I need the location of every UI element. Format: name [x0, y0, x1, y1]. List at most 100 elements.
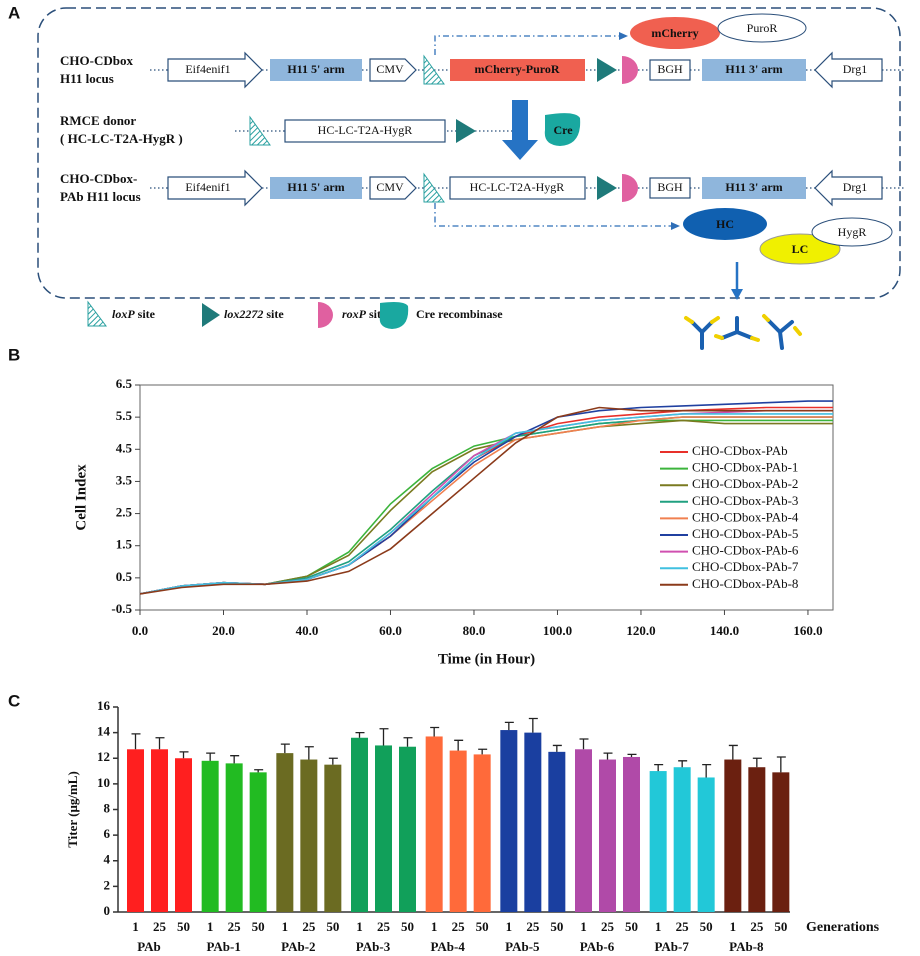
error-bar [776, 756, 786, 773]
legend-label: CHO-CDbox-PAb-4 [692, 509, 799, 524]
bar [127, 749, 144, 912]
cell-outline [37, 7, 901, 299]
x-tick-label: 50 [625, 919, 638, 934]
y-tick-label: 0.5 [116, 569, 133, 584]
x-tick-label: 80.0 [463, 623, 486, 638]
error-bar [328, 757, 338, 765]
gene-arrow [814, 51, 883, 89]
bar [300, 759, 318, 912]
row-label: CHO-CDbox [60, 53, 133, 68]
error-bar [504, 721, 514, 731]
x-tick-label: 1 [580, 919, 587, 934]
x-tick-label: 25 [676, 919, 690, 934]
error-bar [430, 726, 440, 737]
arm-label: H11 5' arm [287, 180, 344, 194]
protein-label: HygR [838, 225, 867, 239]
bar [772, 772, 790, 912]
bar [697, 777, 715, 912]
bar [748, 767, 766, 912]
legend-label: lox2272 site [224, 307, 284, 321]
cassette [449, 176, 586, 200]
error-bar [206, 752, 216, 761]
polya-label: BGH [657, 180, 683, 194]
expression-arrow [434, 35, 620, 55]
bar [623, 756, 640, 912]
arm-label: H11 3' arm [725, 62, 782, 76]
loxp-site [423, 54, 445, 85]
lox2272-site [456, 119, 476, 143]
x-tick-label: 160.0 [793, 623, 822, 638]
y-tick-label: 0 [104, 903, 111, 918]
x-tick-label: 1 [655, 919, 662, 934]
arrow-head [619, 32, 628, 40]
error-bar [379, 728, 389, 746]
group-label: PAb-1 [206, 939, 240, 954]
lox2272-site [597, 176, 617, 200]
row-label: RMCE donor [60, 113, 136, 128]
group-label: PAb [137, 939, 161, 954]
legend-label: CHO-CDbox-PAb-3 [692, 493, 798, 508]
y-tick-label: 10 [97, 775, 110, 790]
x-tick-label: 1 [730, 919, 737, 934]
bar [649, 771, 667, 912]
legend-label: CHO-CDbox-PAb-2 [692, 476, 798, 491]
promoter-label: CMV [376, 62, 404, 76]
lox2272-site [597, 58, 617, 82]
y-tick-label: 6 [104, 826, 111, 841]
error-bar [179, 751, 189, 759]
y-tick-label: 3.5 [116, 472, 133, 487]
row-label: PAb H11 locus [60, 189, 141, 204]
error-bar [280, 743, 290, 754]
gene-label: Eif4enif1 [185, 180, 230, 194]
x-tick-label: 1 [431, 919, 438, 934]
x-tick-label: 1 [356, 919, 363, 934]
bar [575, 749, 592, 912]
x-tick-label: 50 [476, 919, 489, 934]
x-tick-label: 25 [377, 919, 391, 934]
error-bar [752, 757, 762, 768]
polya-label: BGH [657, 62, 683, 76]
x-tick-label: 50 [700, 919, 713, 934]
cre-label: Cre [553, 123, 573, 137]
y-tick-label: 4.5 [116, 440, 133, 455]
error-bar [678, 760, 688, 768]
row-label: H11 locus [60, 71, 114, 86]
x-tick-label: 50 [774, 919, 787, 934]
gene-arrow [167, 51, 263, 89]
roxp-site [622, 56, 638, 84]
y-tick-label: 1.5 [116, 537, 133, 552]
legend-symbol [318, 302, 333, 328]
x-tick-label: 40.0 [296, 623, 319, 638]
bar [175, 758, 192, 912]
x-tick-label: 1 [132, 919, 139, 934]
x-tick-label: 25 [526, 919, 540, 934]
bar [524, 732, 542, 912]
cassette-label: mCherry-PuroR [474, 62, 559, 76]
error-bar [304, 746, 314, 760]
x-axis-label: Time (in Hour) [438, 651, 535, 667]
x-axis-label: Generations [806, 920, 880, 935]
error-bar [454, 739, 464, 751]
homology-arm [702, 177, 806, 199]
bar [201, 760, 219, 912]
protein-label: LC [792, 242, 809, 256]
panel-label: B [8, 345, 20, 364]
error-bar [702, 764, 712, 778]
bar [276, 753, 294, 912]
error-bar [403, 737, 413, 747]
x-tick-label: 25 [601, 919, 615, 934]
group-label: PAb-5 [505, 939, 540, 954]
y-tick-label: 4 [104, 852, 111, 867]
roxp-site [622, 174, 638, 202]
error-bar [728, 744, 738, 760]
y-tick-label: 8 [104, 800, 111, 815]
legend-label: Cre recombinase [416, 307, 503, 321]
y-tick-label: 12 [97, 749, 110, 764]
error-bar [230, 755, 240, 764]
y-axis-label: Cell Index [73, 464, 89, 531]
cassette [450, 59, 585, 81]
x-tick-label: 120.0 [626, 623, 655, 638]
x-tick-label: 25 [153, 919, 167, 934]
y-tick-label: 6.5 [116, 376, 133, 391]
antibodies [684, 314, 802, 350]
